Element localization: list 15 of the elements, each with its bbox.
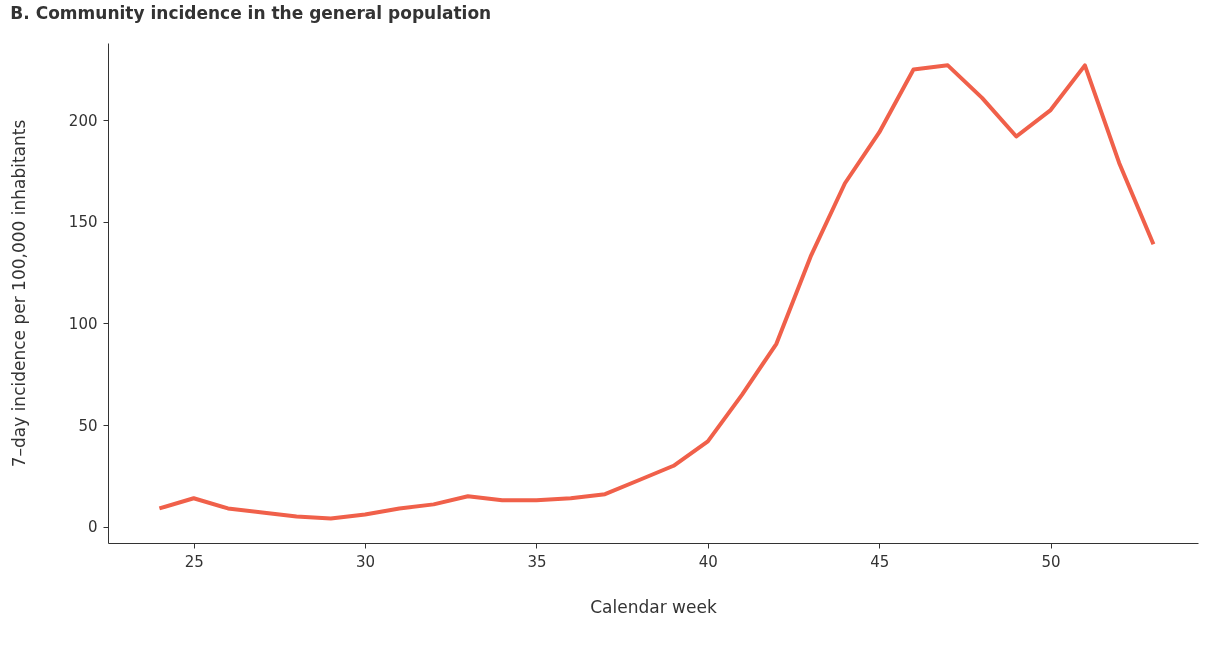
y-tick-label: 150 (68, 213, 98, 232)
y-tick-label: 0 (87, 518, 98, 537)
x-tick-label: 45 (870, 552, 890, 571)
y-tick-label: 200 (68, 111, 98, 130)
x-tick-label: 25 (184, 552, 204, 571)
y-tick-label: 50 (78, 416, 98, 435)
chart-title: B. Community incidence in the general population (10, 3, 492, 23)
x-axis-title: Calendar week (590, 596, 717, 617)
y-axis-title: 7–day incidence per 100,000 inhabitants (8, 119, 29, 468)
x-tick-label: 35 (527, 552, 547, 571)
x-tick-label: 40 (698, 552, 718, 571)
line-series (157, 63, 1156, 521)
x-tick-label: 30 (356, 552, 376, 571)
x-tick-label: 50 (1041, 552, 1061, 571)
y-tick-label: 100 (68, 314, 98, 333)
